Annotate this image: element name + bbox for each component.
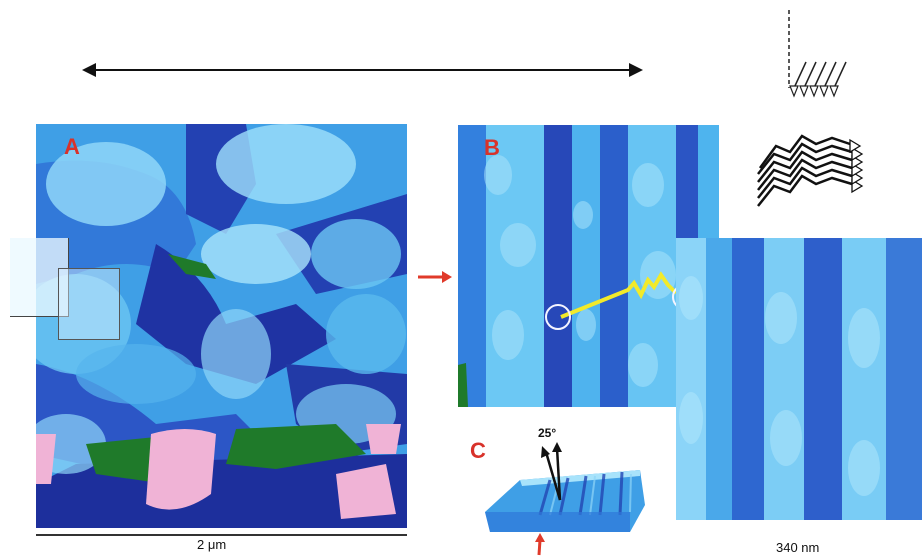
schematic-zigzag-chains: [757, 134, 864, 207]
panel-label-a: A: [64, 134, 80, 159]
zoom-region-overlay-2: [58, 268, 120, 340]
afm-texture-a: [21, 124, 407, 528]
panel-label-b: B: [484, 135, 500, 160]
schematic-inclined-arrows: [788, 10, 847, 98]
afm-texture-zoom: [676, 238, 922, 520]
angle-label: 25°: [538, 426, 557, 440]
surface-3d-c: [480, 420, 650, 538]
panel-label-c: C: [470, 438, 486, 463]
afm-image-a: A: [21, 124, 407, 528]
afm-image-zoom: [676, 238, 922, 520]
arrow-red-right: [418, 271, 452, 283]
scale-bar-a: [36, 534, 407, 536]
zoom-region-overlay-1: [10, 238, 69, 317]
double-arrow-top: [82, 63, 643, 77]
scale-label-a: 2 μm: [197, 537, 227, 552]
scale-label-zoom: 340 nm: [776, 540, 820, 555]
arrow-red-up: [535, 533, 545, 556]
